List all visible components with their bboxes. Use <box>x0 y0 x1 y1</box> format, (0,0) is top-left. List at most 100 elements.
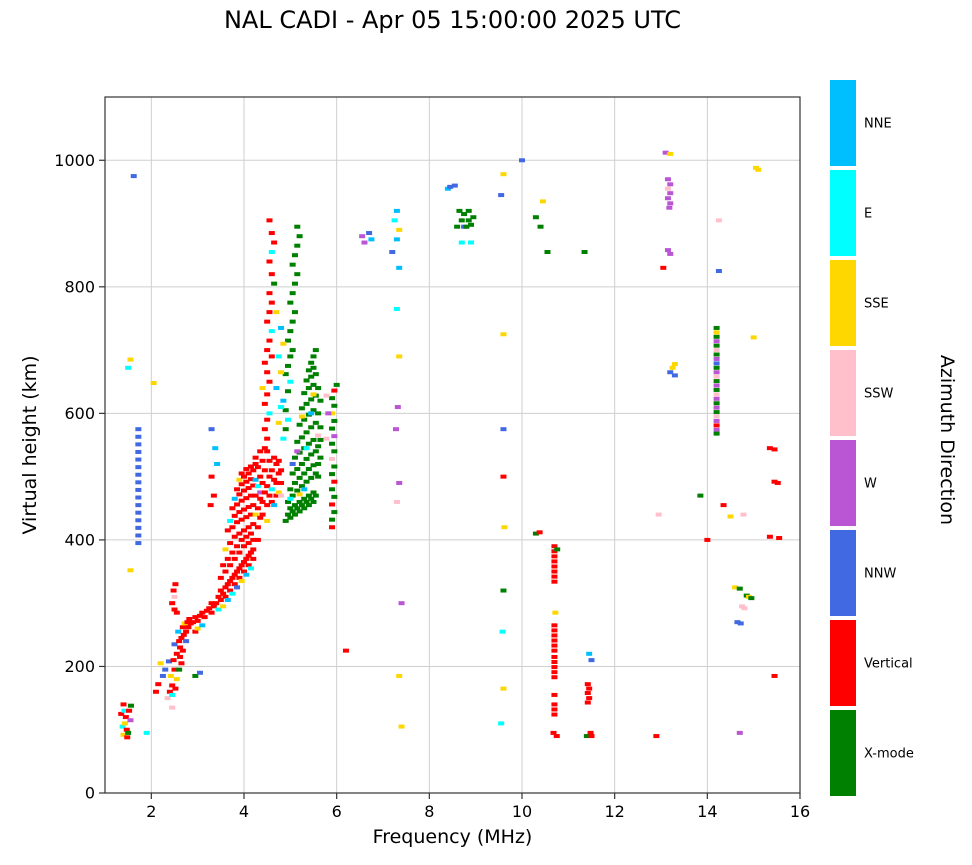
data-point <box>285 389 292 394</box>
data-point <box>550 730 557 735</box>
data-point <box>169 683 176 688</box>
data-point <box>289 348 296 353</box>
data-point <box>498 193 505 198</box>
data-point <box>192 629 199 634</box>
data-point <box>312 449 319 454</box>
data-point <box>243 572 250 577</box>
data-point <box>173 651 180 656</box>
data-point <box>551 638 558 643</box>
data-point <box>463 224 470 229</box>
data-point <box>176 667 183 672</box>
data-point <box>247 477 254 482</box>
data-point <box>238 471 245 476</box>
data-point <box>173 677 180 682</box>
data-point <box>166 689 173 694</box>
data-point <box>194 618 201 623</box>
data-point <box>713 343 720 348</box>
data-point <box>451 183 458 188</box>
data-point <box>720 503 727 508</box>
data-point <box>135 465 142 470</box>
data-point <box>713 379 720 384</box>
data-point <box>135 541 142 546</box>
data-point <box>278 468 285 473</box>
data-point <box>261 490 268 495</box>
data-point <box>500 172 507 177</box>
data-point <box>208 601 215 606</box>
data-point <box>135 503 142 508</box>
data-point <box>305 368 312 373</box>
data-point <box>259 386 266 391</box>
data-point <box>280 398 287 403</box>
data-point <box>206 606 213 611</box>
data-point <box>551 670 558 675</box>
data-point <box>532 531 539 536</box>
data-point <box>581 250 588 255</box>
x-tick-label: 2 <box>146 802 156 821</box>
data-point <box>312 348 319 353</box>
data-point <box>454 224 461 229</box>
data-point <box>317 437 324 442</box>
data-point <box>291 503 298 508</box>
data-point <box>234 487 241 492</box>
x-tick-label: 8 <box>424 802 434 821</box>
data-point <box>669 365 676 370</box>
data-point <box>178 661 185 666</box>
data-point <box>713 401 720 406</box>
data-point <box>179 648 186 653</box>
data-point <box>220 591 227 596</box>
data-point <box>359 234 366 239</box>
data-point <box>312 493 319 498</box>
data-point <box>584 691 591 696</box>
data-point <box>391 218 398 223</box>
data-point <box>713 352 720 357</box>
data-point <box>261 446 268 451</box>
data-point <box>501 525 508 530</box>
data-point <box>551 675 558 680</box>
data-point <box>361 240 368 245</box>
data-point <box>584 682 591 687</box>
data-point <box>271 281 278 286</box>
data-point <box>176 639 183 644</box>
data-point <box>252 455 259 460</box>
data-point <box>177 654 184 659</box>
data-point <box>241 544 247 549</box>
data-point <box>227 579 234 584</box>
data-point <box>222 594 229 599</box>
data-point <box>254 465 261 470</box>
data-point <box>208 474 215 479</box>
y-tick-label: 400 <box>64 530 95 549</box>
data-point <box>317 455 324 460</box>
data-point <box>250 537 257 542</box>
data-point <box>135 427 142 432</box>
data-point <box>587 730 594 735</box>
data-point <box>125 365 132 370</box>
data-point <box>231 572 238 577</box>
data-point <box>301 417 308 422</box>
data-point <box>183 639 190 644</box>
x-tick-label: 10 <box>512 802 532 821</box>
data-point <box>296 422 303 427</box>
data-point <box>266 291 273 296</box>
data-point <box>294 506 301 511</box>
data-point <box>273 480 280 485</box>
data-point <box>289 319 296 324</box>
data-point <box>368 237 375 242</box>
data-point <box>214 461 221 466</box>
data-point <box>715 269 722 273</box>
data-point <box>697 493 704 498</box>
data-point <box>315 411 322 416</box>
data-point <box>325 411 332 416</box>
data-point <box>264 417 271 422</box>
data-point <box>282 518 289 523</box>
data-point <box>551 654 558 659</box>
data-point <box>236 531 243 536</box>
data-point <box>245 525 252 530</box>
data-point <box>178 635 185 640</box>
data-point <box>119 724 126 729</box>
data-point <box>234 520 241 525</box>
data-point <box>310 365 317 370</box>
data-point <box>308 496 315 501</box>
data-point <box>268 354 275 359</box>
data-point <box>210 604 217 609</box>
data-point <box>192 673 199 678</box>
